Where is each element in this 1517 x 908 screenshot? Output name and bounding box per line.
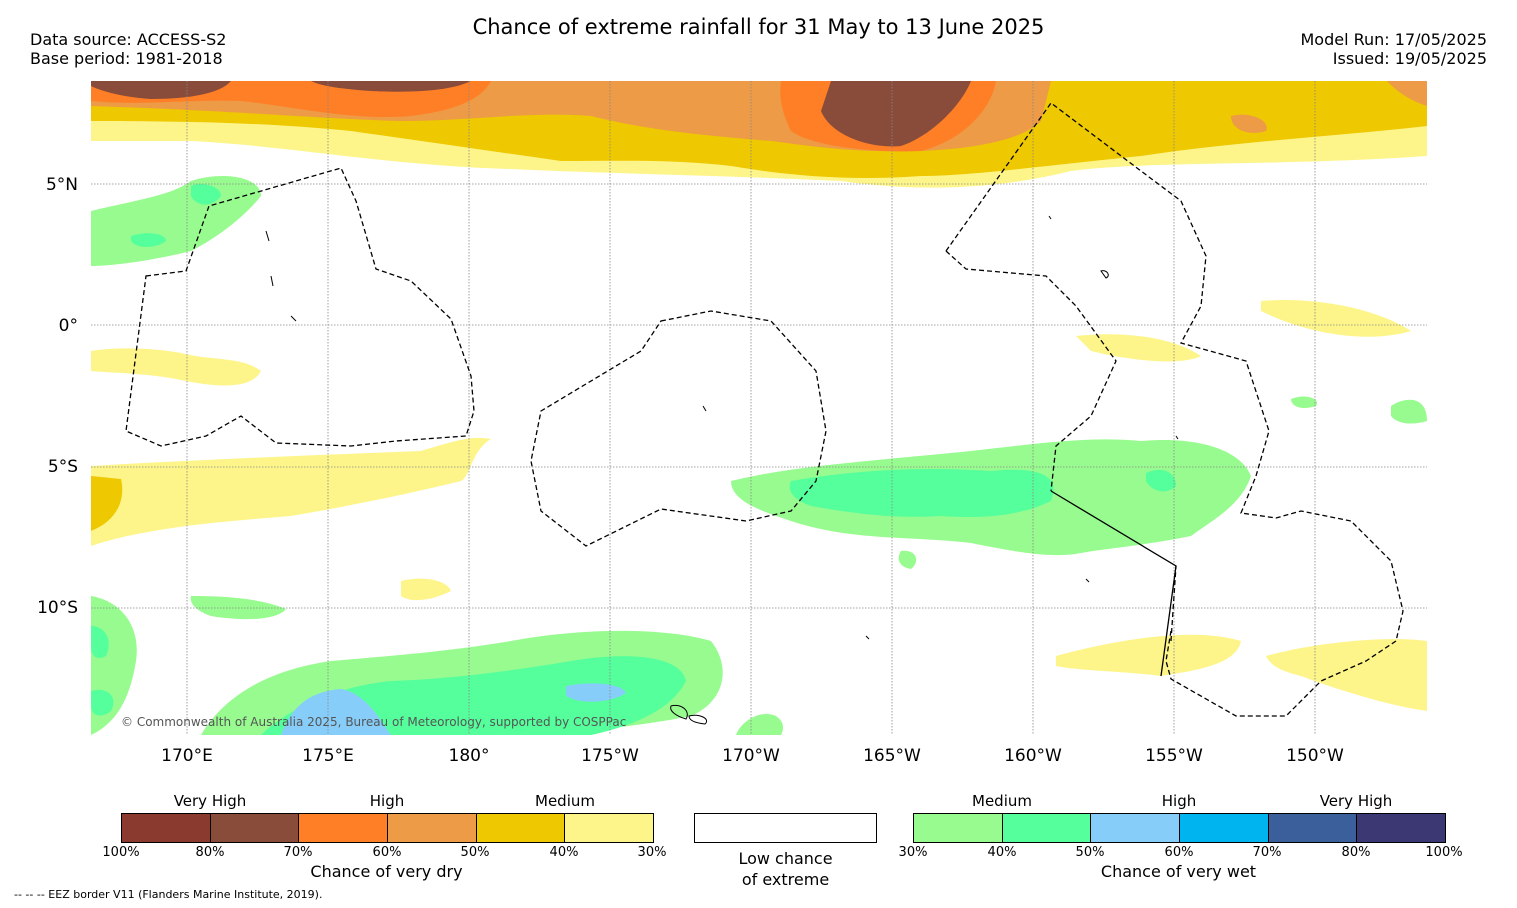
wet-swatch-1 bbox=[1002, 814, 1092, 842]
lat-label-5s: 5°S bbox=[47, 457, 78, 477]
dry-swatch-4 bbox=[476, 814, 566, 842]
dry-regions bbox=[91, 81, 1427, 188]
lon-label-165w: 165°W bbox=[863, 746, 921, 766]
dry-tick: 80% bbox=[195, 845, 225, 860]
copyright: © Commonwealth of Australia 2025, Bureau… bbox=[121, 715, 626, 729]
wet-tick: 80% bbox=[1341, 845, 1371, 860]
model-run: Model Run: 17/05/2025 bbox=[1300, 30, 1488, 49]
wet-swatch-4 bbox=[1268, 814, 1358, 842]
wet-cat-very-high: Very High bbox=[1319, 792, 1393, 810]
wet-cat-medium: Medium bbox=[972, 792, 1032, 810]
wet-tick: 70% bbox=[1252, 845, 1282, 860]
neutral-line-1: Low chance bbox=[738, 849, 833, 868]
wet-tick: 100% bbox=[1425, 845, 1463, 860]
dry-tick: 30% bbox=[637, 845, 667, 860]
dry-swatch-3 bbox=[388, 814, 477, 842]
lon-label-175w: 175°W bbox=[581, 746, 639, 766]
rainfall-map: © Commonwealth of Australia 2025, Bureau… bbox=[91, 81, 1427, 735]
wet-cat-high: High bbox=[1161, 792, 1197, 810]
lat-label-0: 0° bbox=[58, 316, 78, 336]
wet-swatch-3 bbox=[1180, 814, 1269, 842]
map-title: Chance of extreme rainfall for 31 May to… bbox=[472, 15, 1045, 39]
dry-swatch-1 bbox=[210, 814, 300, 842]
dry-legend-label: Chance of very dry bbox=[310, 862, 463, 881]
eez-solid-border bbox=[1050, 490, 1177, 677]
dry-cat-high: High bbox=[369, 792, 405, 810]
dry-tick: 40% bbox=[549, 845, 579, 860]
eez-footnote: -- -- -- EEZ border V11 (Flanders Marine… bbox=[14, 888, 323, 901]
lon-label-155w: 155°W bbox=[1145, 746, 1203, 766]
wet-swatch-2 bbox=[1091, 814, 1181, 842]
wet-tick: 50% bbox=[1075, 845, 1105, 860]
dry-cat-medium: Medium bbox=[535, 792, 595, 810]
dry-cat-very-high: Very High bbox=[173, 792, 247, 810]
base-period: Base period: 1981-2018 bbox=[30, 49, 223, 68]
lon-label-175e: 175°E bbox=[302, 746, 354, 766]
wet-colorbar bbox=[913, 813, 1446, 843]
lon-label-180: 180° bbox=[448, 746, 490, 766]
lon-label-160w: 160°W bbox=[1004, 746, 1062, 766]
lon-label-170e: 170°E bbox=[161, 746, 213, 766]
islands bbox=[265, 215, 1179, 725]
run-info: Model Run: 17/05/2025 Issued: 19/05/2025 bbox=[1301, 30, 1488, 68]
wet-tick: 60% bbox=[1164, 845, 1194, 860]
wet-legend-label: Chance of very wet bbox=[1100, 862, 1257, 881]
wet-swatch-5 bbox=[1357, 814, 1446, 842]
lon-label-170w: 170°W bbox=[722, 746, 780, 766]
neutral-swatch bbox=[694, 813, 877, 843]
data-source: Data source: ACCESS-S2 bbox=[30, 30, 227, 49]
lon-label-150w: 150°W bbox=[1286, 746, 1344, 766]
dry-swatch-2 bbox=[299, 814, 389, 842]
dry-colorbar bbox=[121, 813, 654, 843]
wet-swatch-0 bbox=[914, 814, 1003, 842]
dry-swatch-5 bbox=[565, 814, 654, 842]
lat-label-5n: 5°N bbox=[45, 175, 78, 195]
dry-patches bbox=[91, 300, 1427, 711]
wet-tick: 30% bbox=[898, 845, 928, 860]
neutral-line-2: of extreme bbox=[741, 870, 830, 889]
wet-tick: 40% bbox=[987, 845, 1017, 860]
graticule bbox=[91, 81, 1427, 735]
issued-date: Issued: 19/05/2025 bbox=[1332, 49, 1487, 68]
lat-label-10s: 10°S bbox=[37, 598, 78, 618]
dry-tick: 60% bbox=[372, 845, 402, 860]
dry-swatch-0 bbox=[122, 814, 211, 842]
dry-tick: 70% bbox=[283, 845, 313, 860]
data-info: Data source: ACCESS-S2 Base period: 1981… bbox=[30, 30, 226, 68]
neutral-legend-label: Low chance of extreme bbox=[694, 848, 877, 890]
dry-tick: 100% bbox=[102, 845, 140, 860]
wet-regions bbox=[91, 176, 1427, 735]
eez-borders bbox=[125, 102, 1404, 717]
dry-tick: 50% bbox=[460, 845, 490, 860]
